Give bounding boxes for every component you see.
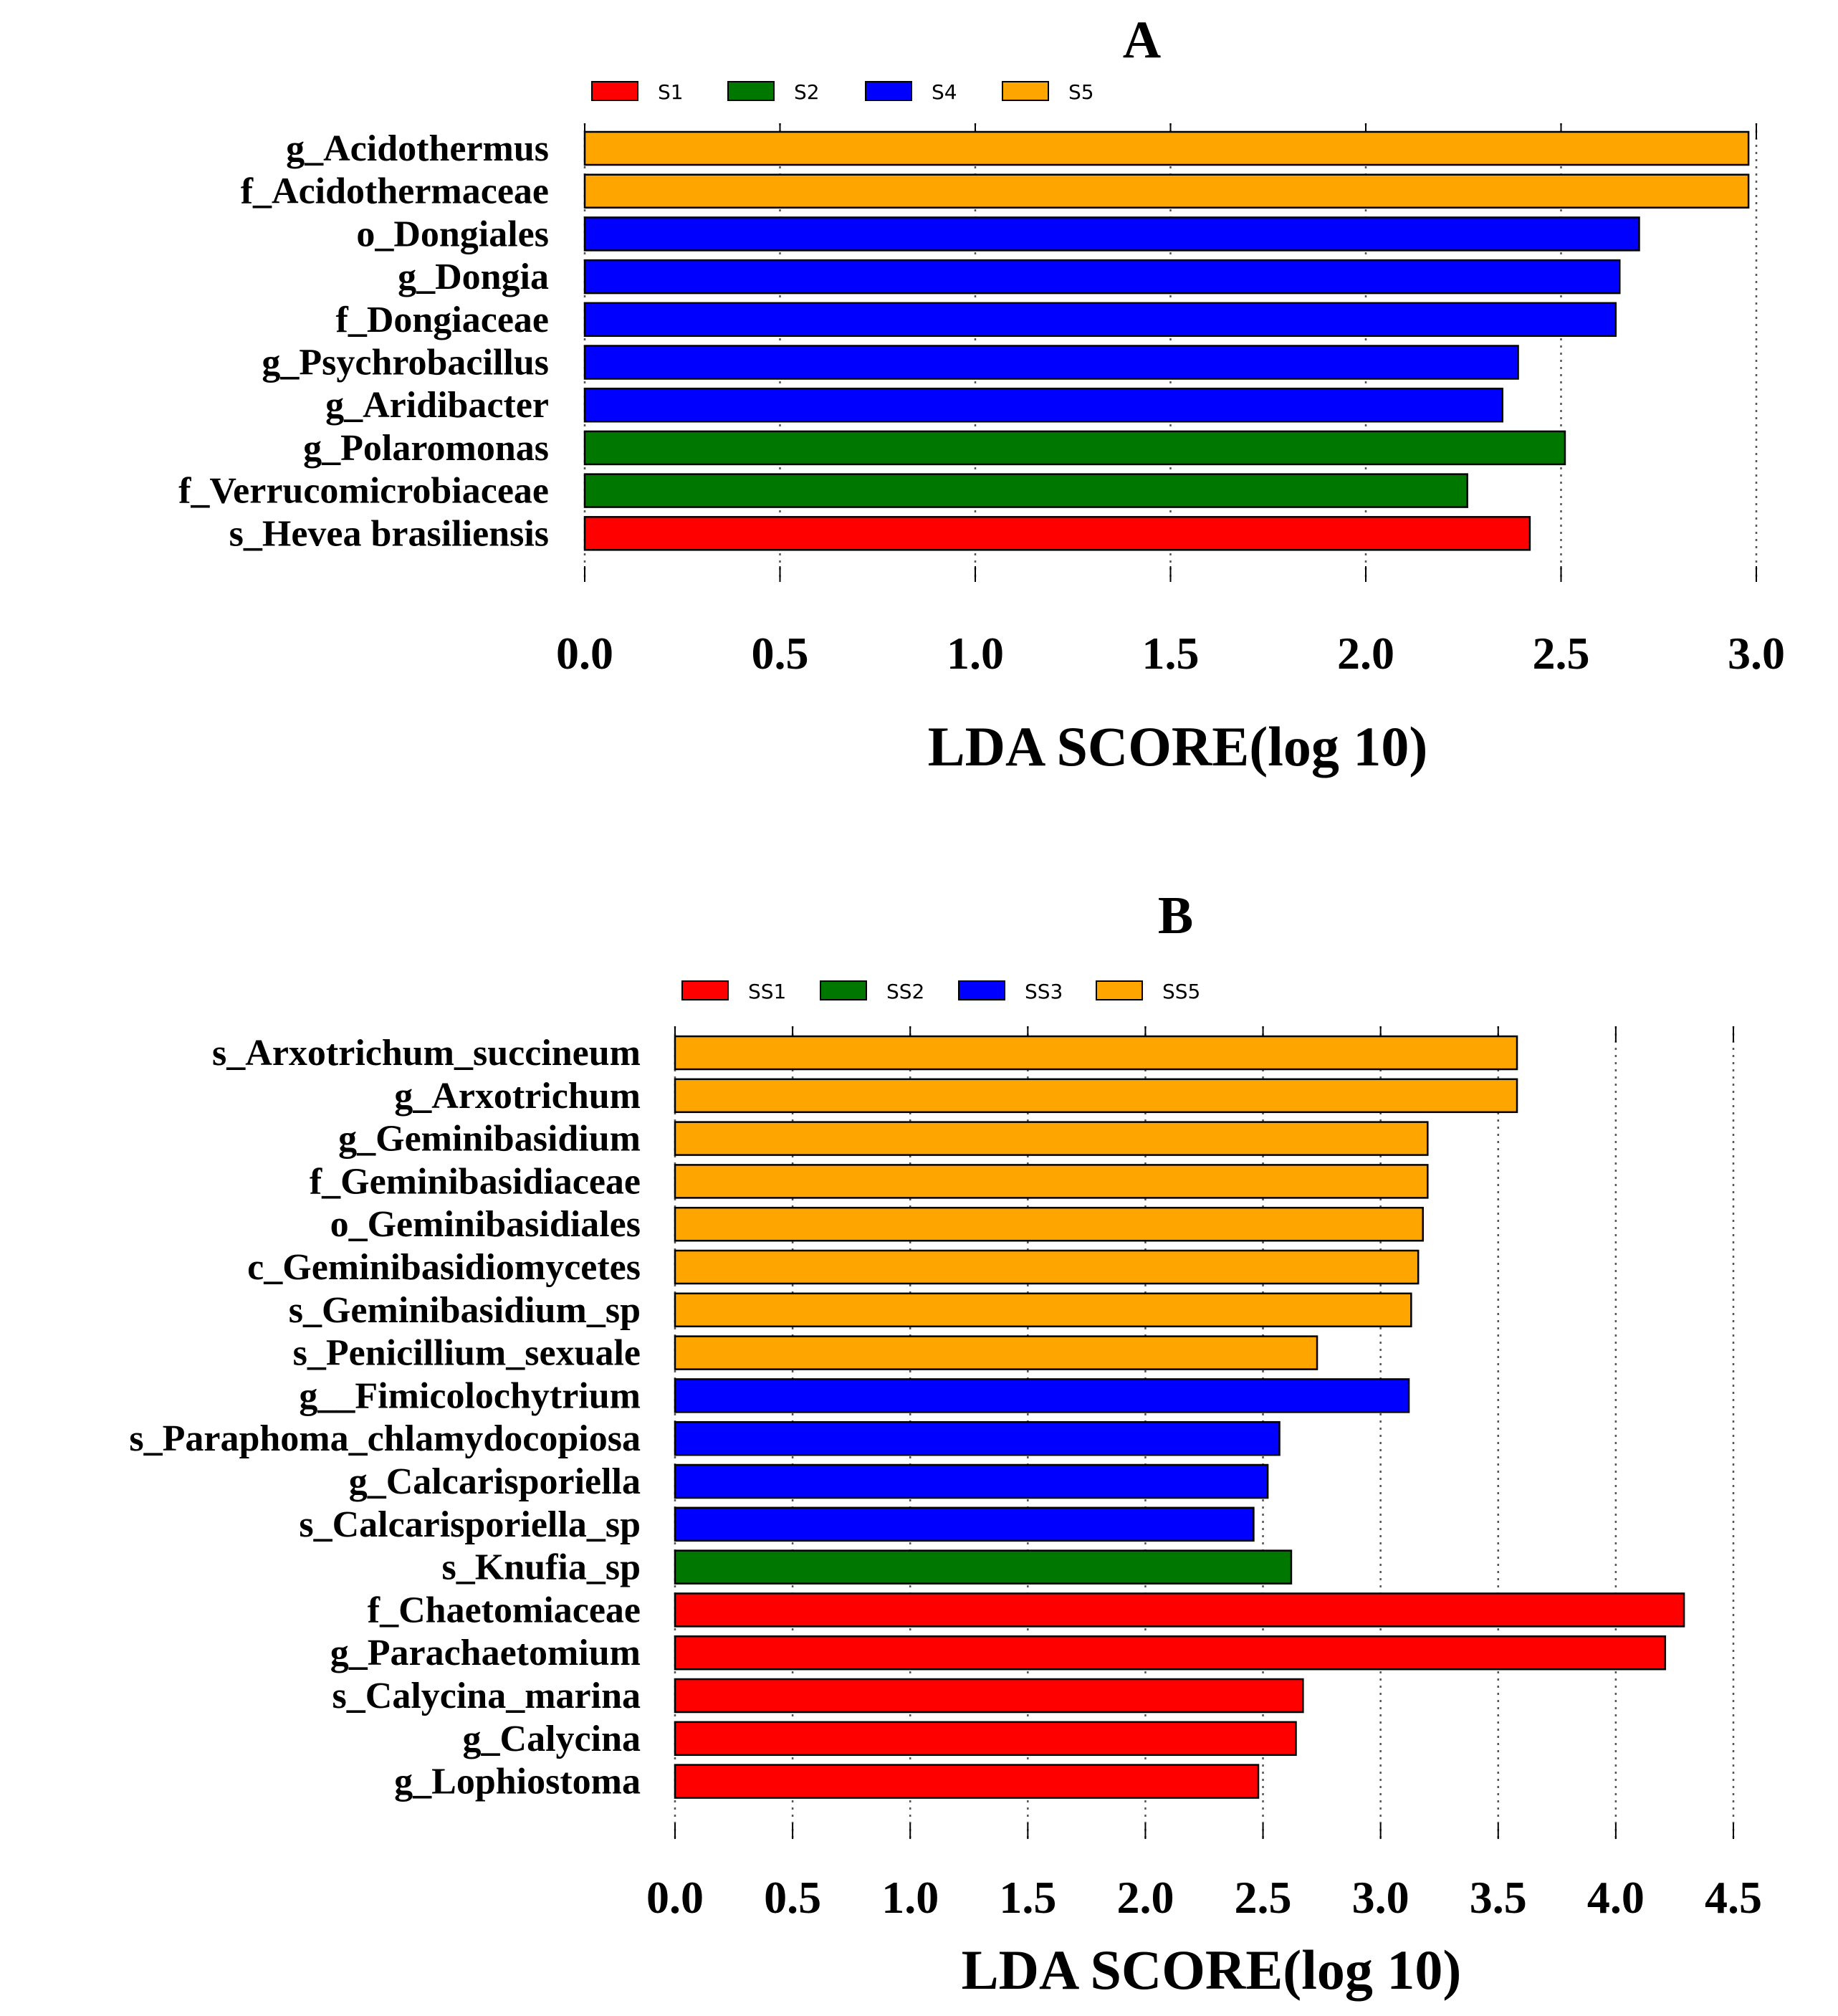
bar-g-arxotrichum <box>674 1078 1518 1114</box>
legend-label-s2: S2 <box>794 80 820 104</box>
bar-g-lophiostoma <box>674 1764 1260 1799</box>
category-label: g_Parachaetomium <box>330 1633 641 1673</box>
legend-label-ss3: SS3 <box>1025 980 1063 1003</box>
bar-s-calycina-marina <box>674 1678 1304 1714</box>
legend-swatch-s5 <box>1002 81 1049 101</box>
x-tick-label: 0.5 <box>752 628 809 679</box>
x-tick-label: 2.5 <box>1533 628 1590 679</box>
panel-b: B SS1 SS2 SS3 SS5 0.0 0.5 1.0 1.5 2.0 2.5 3.0 3.5 4.0… <box>129 887 1762 2001</box>
category-label: o_Dongiales <box>356 214 549 254</box>
bar-f-chaetomiaceae <box>674 1592 1685 1628</box>
bar-o-geminibasidiales <box>674 1206 1424 1242</box>
x-tick-label: 3.5 <box>1470 1872 1527 1923</box>
legend-swatch-ss2 <box>820 980 867 1000</box>
category-label: f_Dongiaceae <box>336 300 549 340</box>
legend-swatch-ss1 <box>681 980 729 1000</box>
bar-g-dongia <box>583 259 1621 295</box>
category-label: g_Psychrobacillus <box>262 343 549 383</box>
bar-s-arxotrichum-succineum <box>674 1035 1518 1071</box>
legend-label-s1: S1 <box>658 80 684 104</box>
x-tick-label: 1.5 <box>999 1872 1056 1923</box>
bar-s-knufia-sp <box>674 1549 1293 1585</box>
bar-s-calcarisporiella-sp <box>674 1506 1255 1542</box>
category-label: s_Hevea brasiliensis <box>229 513 549 554</box>
bar-g-calycina <box>674 1721 1297 1757</box>
category-label: s_Calycina_marina <box>332 1676 641 1716</box>
category-label: s_Paraphoma_chlamydocopiosa <box>129 1418 641 1459</box>
bar-g-polaromonas <box>583 430 1566 466</box>
x-tick-label: 0.5 <box>764 1872 821 1923</box>
bar-g-calcarisporiella <box>674 1463 1269 1499</box>
bar-s-penicillium-sexuale <box>674 1335 1318 1370</box>
bar-s-geminibasidium-sp <box>674 1292 1412 1328</box>
bar-f-verrucomicrobiaceae <box>583 473 1468 508</box>
x-tick-label: 4.5 <box>1705 1872 1762 1923</box>
x-axis-title: LDA SCORE(log 10) <box>928 715 1428 778</box>
x-tick-label: 0.0 <box>646 1872 704 1923</box>
bar-c-geminibasidiomycetes <box>674 1249 1420 1285</box>
category-label: g_Calycina <box>463 1719 641 1759</box>
legend-swatch-s2 <box>727 81 775 101</box>
bar-f-geminibasidiaceae <box>674 1164 1429 1199</box>
bar-g-acidothermus <box>583 130 1750 166</box>
category-label: s_Knufia_sp <box>442 1547 641 1588</box>
category-label: f_Geminibasidiaceae <box>310 1161 641 1202</box>
panel-title: A <box>1123 11 1161 70</box>
legend-swatch-s4 <box>865 81 912 101</box>
category-label: f_Acidothermaceae <box>241 171 549 212</box>
panel-a: A S1 S2 S4 S5 0.0 0.5 1.0 1.5 2.0 2.5 3.0 g_Acidothe… <box>178 11 1785 778</box>
category-label: s_Arxotrichum_succineum <box>212 1033 641 1074</box>
x-tick-label: 1.5 <box>1142 628 1200 679</box>
category-label: s_Penicillium_sexuale <box>293 1333 641 1374</box>
x-tick-label: 4.0 <box>1587 1872 1645 1923</box>
x-tick-label: 2.0 <box>1337 628 1394 679</box>
legend-label-ss1: SS1 <box>748 980 786 1003</box>
bar-g-aridibacter <box>583 387 1503 423</box>
category-label: o_Geminibasidiales <box>330 1204 641 1245</box>
category-label: g_Aridibacter <box>325 385 549 426</box>
legend-label-s4: S4 <box>932 80 957 104</box>
bar-o-dongiales <box>583 216 1640 252</box>
category-label: g_Arxotrichum <box>394 1076 641 1117</box>
category-label: g_Lophiostoma <box>394 1762 641 1802</box>
bar-s-hevea-brasiliensis <box>583 516 1531 551</box>
x-tick-label: 1.0 <box>881 1872 939 1923</box>
legend-swatch-ss5 <box>1096 980 1143 1000</box>
category-label: g_Polaromonas <box>303 428 549 469</box>
x-tick-label: 2.5 <box>1235 1872 1292 1923</box>
x-tick-label: 3.0 <box>1728 628 1785 679</box>
category-label: g_Calcarisporiella <box>349 1461 641 1502</box>
category-label: f_Verrucomicrobiaceae <box>178 471 549 512</box>
category-label: f_Chaetomiaceae <box>368 1590 641 1630</box>
legend-label-s5: S5 <box>1068 80 1094 104</box>
category-label: g_Geminibasidium <box>338 1119 641 1160</box>
category-label: s_Calcarisporiella_sp <box>299 1504 641 1545</box>
bar-g-parachaetomium <box>674 1635 1667 1671</box>
category-label: g_Acidothermus <box>286 128 549 169</box>
legend-label-ss5: SS5 <box>1162 980 1200 1003</box>
category-label: s_Geminibasidium_sp <box>289 1290 641 1331</box>
bar-f-acidothermaceae <box>583 173 1750 209</box>
category-label: g_Dongia <box>398 257 549 297</box>
x-tick-label: 1.0 <box>947 628 1004 679</box>
bar-s-paraphoma-chlamydocopiosa <box>674 1420 1281 1456</box>
legend-swatch-s1 <box>591 81 638 101</box>
bar-f-dongiaceae <box>583 302 1617 338</box>
category-label: c_Geminibasidiomycetes <box>247 1247 641 1288</box>
panel-title: B <box>1158 887 1193 945</box>
x-tick-label: 0.0 <box>556 628 613 679</box>
x-axis-title: LDA SCORE(log 10) <box>962 1939 1462 2001</box>
category-label: g__Fimicolochytrium <box>299 1375 641 1416</box>
x-tick-label: 3.0 <box>1352 1872 1409 1923</box>
x-tick-label: 2.0 <box>1116 1872 1174 1923</box>
bar-g-geminibasidium <box>674 1121 1429 1156</box>
bar-g-psychrobacillus <box>583 345 1519 380</box>
bar-g-fimicolochytrium <box>674 1378 1410 1413</box>
legend-swatch-ss3 <box>958 980 1005 1000</box>
legend-label-ss2: SS2 <box>886 980 924 1003</box>
